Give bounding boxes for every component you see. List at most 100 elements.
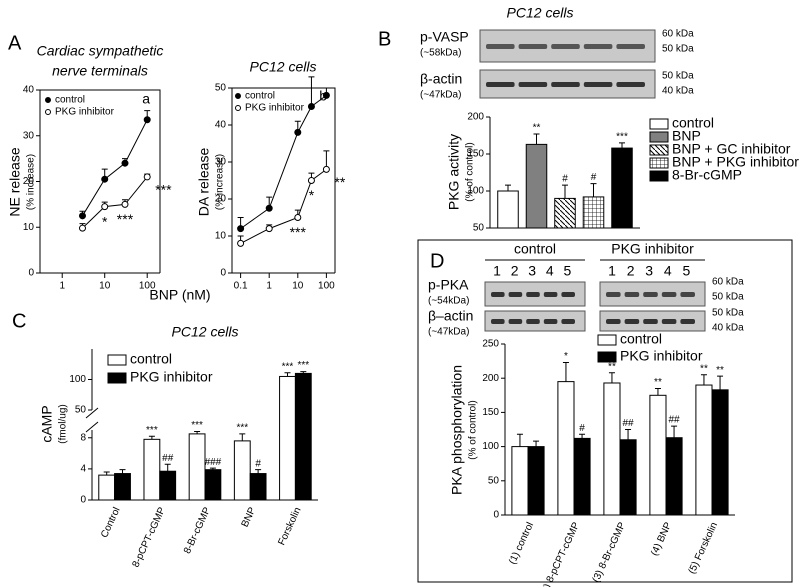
x-tick-label: (1) control xyxy=(507,521,536,566)
bar xyxy=(188,433,206,501)
x-tick-label: (2) 8-pCPT-cGMP xyxy=(538,520,582,587)
legend-label: PKG inhibitor xyxy=(620,348,703,364)
legend-swatch xyxy=(107,372,127,384)
data-point xyxy=(101,203,109,211)
x-tick-label: 1 xyxy=(59,281,65,292)
error-bar xyxy=(619,142,625,149)
significance: ## xyxy=(668,415,680,426)
y-axis-label: PKG activity xyxy=(446,134,462,210)
y-axis-unit: (% increase) xyxy=(26,154,37,210)
chart-title: Cardiac sympathetic xyxy=(37,43,164,59)
x-tick-label: 100 xyxy=(139,281,156,292)
panel-label: D xyxy=(430,250,444,272)
blot-label: β-actin xyxy=(420,71,462,87)
series-line xyxy=(240,94,327,230)
lane-number: 2 xyxy=(511,263,519,279)
x-tick-label: (4) BNP xyxy=(649,520,674,557)
error-bar xyxy=(590,183,597,197)
significance: *** xyxy=(155,182,172,198)
legend-marker xyxy=(235,93,241,99)
error-bar xyxy=(255,469,262,474)
data-point xyxy=(265,225,273,233)
x-tick-label: Control xyxy=(99,506,123,540)
blot-band xyxy=(606,319,621,324)
x-tick-label: (5) Forskolin xyxy=(687,521,720,576)
x-tick-label: 8-pCPT-cGMP xyxy=(130,505,168,569)
error-bar xyxy=(239,433,246,441)
error-bar xyxy=(103,471,110,476)
blot-band xyxy=(508,319,523,324)
significance: * xyxy=(564,351,568,362)
significance: ** xyxy=(716,365,724,376)
significance: ** xyxy=(533,123,541,134)
significance: *** xyxy=(146,425,158,436)
series-line xyxy=(82,119,148,217)
y-tick-label: 100 xyxy=(69,374,86,385)
legend-label: control xyxy=(672,115,714,131)
blot-band xyxy=(551,44,580,49)
x-tick-label: (3) 8-Br-cGMP xyxy=(591,520,629,584)
error-bar xyxy=(608,372,615,383)
error-bar xyxy=(148,435,155,440)
y-tick-label: 20 xyxy=(215,194,227,205)
kda-marker: 50 kDa xyxy=(662,71,694,82)
data-point xyxy=(78,224,86,232)
error-bar xyxy=(209,467,216,470)
error-bar xyxy=(308,76,315,107)
bar xyxy=(695,384,713,516)
bar xyxy=(649,394,667,516)
blot-band xyxy=(624,319,640,324)
data-point xyxy=(307,177,315,184)
y-tick-label: 10 xyxy=(23,222,35,233)
blot-label: p-PKA xyxy=(428,277,469,293)
legend-label: PKG inhibitor xyxy=(55,107,115,118)
error-bar xyxy=(119,469,126,474)
blot-band xyxy=(526,292,540,297)
kda-marker: 50 kDa xyxy=(712,308,744,319)
axis-break xyxy=(85,407,99,433)
error-bar xyxy=(284,372,291,377)
kda-marker: 60 kDa xyxy=(662,29,694,40)
bar xyxy=(619,439,637,516)
data-point xyxy=(237,225,245,233)
error-bar xyxy=(717,375,724,390)
data-point xyxy=(143,116,151,124)
blot-band xyxy=(526,319,540,324)
legend-swatch xyxy=(597,334,617,346)
lane-number: 3 xyxy=(528,263,536,279)
significance: ### xyxy=(205,457,222,468)
y-tick-label: 50 xyxy=(215,83,227,94)
significance: # xyxy=(579,423,585,434)
blot-band xyxy=(616,82,645,87)
data-point xyxy=(322,165,330,173)
error-bar xyxy=(533,133,540,145)
error-bar xyxy=(562,184,568,199)
y-tick-label: 8 xyxy=(80,432,86,443)
significance: *** xyxy=(282,361,294,372)
data-point xyxy=(265,204,273,212)
kda-marker: 40 kDa xyxy=(712,323,744,334)
error-bar xyxy=(654,387,661,396)
lane-number: 1 xyxy=(608,263,616,279)
data-point xyxy=(121,200,129,208)
kda-marker: 40 kDa xyxy=(662,86,694,97)
y-tick-label: 40 xyxy=(215,120,227,131)
x-tick-label: BNP xyxy=(240,505,259,529)
error-bar xyxy=(579,433,586,439)
blot-band xyxy=(491,292,505,297)
significance: ** xyxy=(608,361,616,372)
legend-label: control xyxy=(245,91,275,102)
bar xyxy=(611,147,633,229)
bar xyxy=(279,375,296,501)
bar xyxy=(294,372,312,501)
x-tick-label: 10 xyxy=(292,281,304,292)
error-bar xyxy=(505,184,511,191)
y-tick-label: 30 xyxy=(23,130,35,141)
legend-swatch xyxy=(649,144,669,156)
data-point xyxy=(101,175,109,183)
blot-band xyxy=(543,319,558,324)
blot-band xyxy=(624,292,640,297)
significance: ## xyxy=(162,453,174,464)
lane-number: 5 xyxy=(683,263,691,279)
